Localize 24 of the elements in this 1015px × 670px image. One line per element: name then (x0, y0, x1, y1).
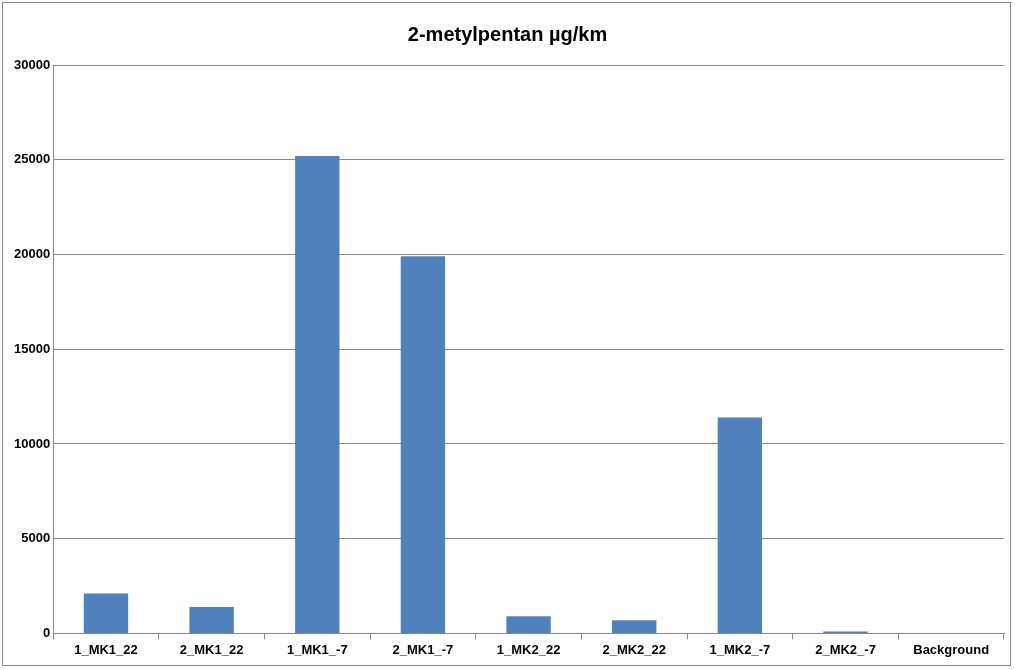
bar (506, 616, 551, 633)
bar (717, 417, 763, 633)
y-tick-label: 20000 (13, 246, 51, 262)
x-tick-label: 2_MK2_22 (602, 641, 667, 657)
bar (400, 256, 446, 633)
y-tick-label: 0 (42, 624, 51, 640)
y-tick-label: 30000 (13, 56, 51, 72)
chart-title: 2-metylpentan µg/km (407, 22, 608, 45)
y-tick-label: 15000 (13, 340, 51, 356)
x-tick-label: 2_MK1_22 (179, 641, 244, 657)
x-tick-label: 1_MK2_22 (496, 641, 561, 657)
y-tick-label: 5000 (21, 530, 51, 546)
x-tick-label: 1_MK1_-7 (286, 641, 348, 657)
y-tick-label: 10000 (13, 435, 51, 451)
x-tick-label: 2_MK2_-7 (815, 641, 876, 657)
bar (189, 606, 234, 633)
x-tick-label: 1_MK1_22 (74, 641, 138, 657)
x-tick-label: 2_MK1_-7 (392, 641, 454, 657)
bar (612, 620, 657, 633)
bar (83, 593, 129, 633)
bar (295, 155, 340, 633)
x-tick-label: Background (913, 641, 990, 657)
x-tick-label: 1_MK2_-7 (709, 641, 771, 657)
y-tick-label: 25000 (13, 151, 51, 167)
